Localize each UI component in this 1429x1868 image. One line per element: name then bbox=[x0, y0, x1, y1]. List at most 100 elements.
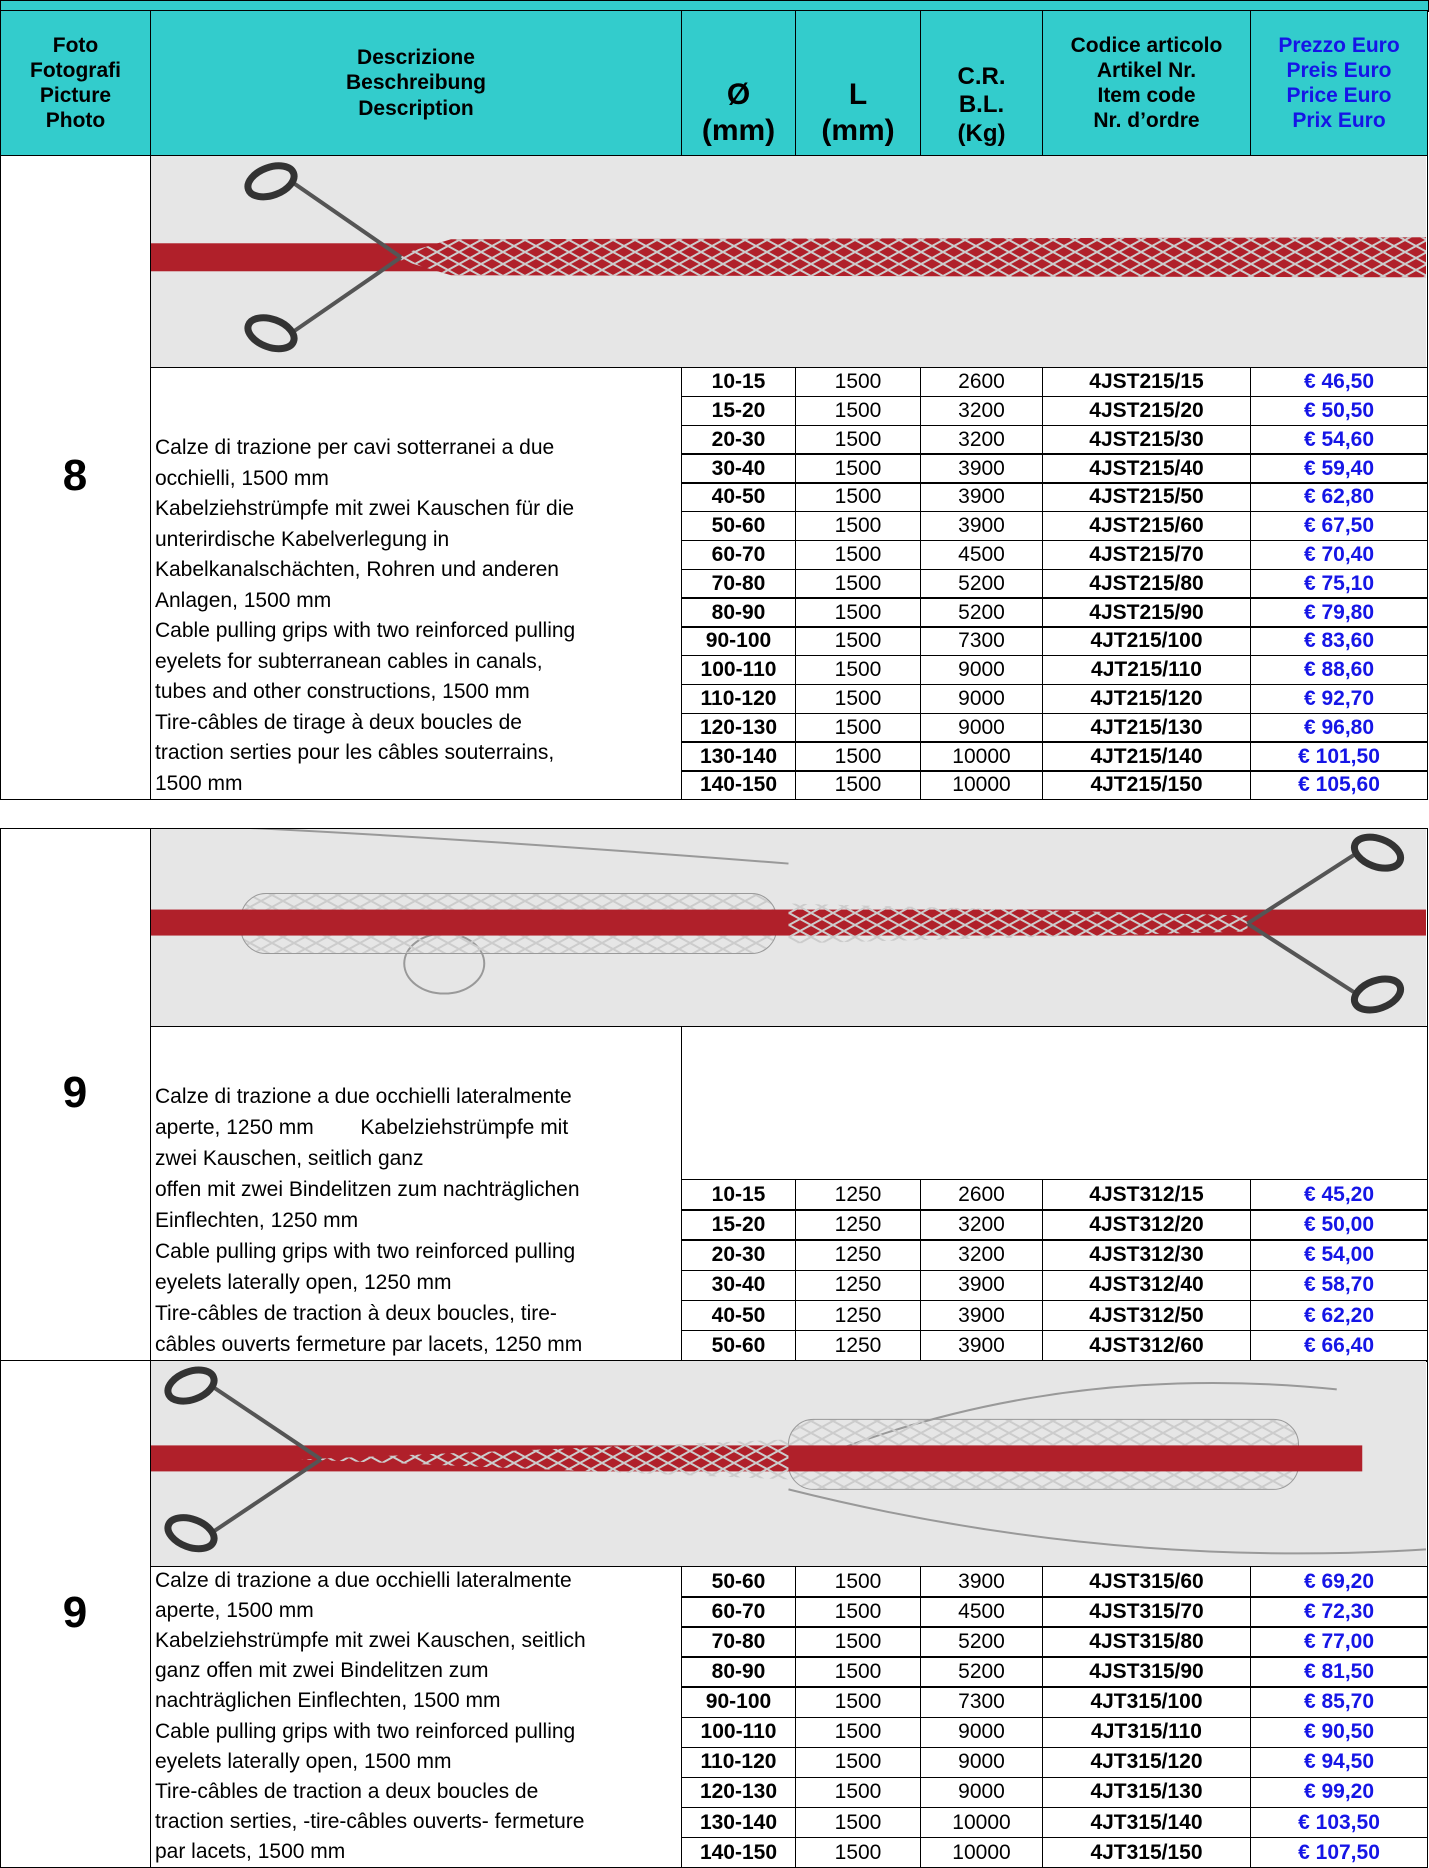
header-text: Descrizione bbox=[357, 46, 475, 70]
table-cell: € 45,20 bbox=[1250, 1179, 1428, 1211]
table-cell: 4JT315/130 bbox=[1042, 1776, 1251, 1809]
table-cell: € 50,50 bbox=[1250, 395, 1428, 427]
description-line: ganz offen mit zwei Bindelitzen zum bbox=[155, 1659, 489, 1683]
header-text: Preis Euro bbox=[1286, 58, 1392, 82]
header-text: Item code bbox=[1097, 84, 1196, 107]
table-cell: 4JST315/70 bbox=[1042, 1596, 1251, 1628]
header-text: Fotografi bbox=[30, 58, 121, 82]
table-cell: € 83,60 bbox=[1250, 626, 1428, 657]
table-cell: 9000 bbox=[920, 1716, 1043, 1749]
table-cell: € 101,50 bbox=[1250, 741, 1428, 772]
table-cell: 120-130 bbox=[681, 712, 796, 743]
table-cell: € 69,20 bbox=[1250, 1566, 1428, 1598]
description-line: eyelets laterally open, 1250 mm bbox=[155, 1271, 452, 1295]
table-cell: 10000 bbox=[920, 770, 1043, 801]
table-cell: 4500 bbox=[920, 1596, 1043, 1628]
header-cell: Descrizione Beschreibung Description bbox=[150, 10, 682, 156]
table-cell: € 103,50 bbox=[1250, 1806, 1428, 1839]
table-cell: 5200 bbox=[920, 568, 1043, 599]
table-cell: 1500 bbox=[795, 1776, 921, 1809]
table-cell: 9000 bbox=[920, 712, 1043, 743]
table-cell: 4JT315/140 bbox=[1042, 1806, 1251, 1839]
product-photo bbox=[151, 829, 1426, 1026]
table-cell: 4JT215/100 bbox=[1042, 626, 1251, 657]
table-cell: 3900 bbox=[920, 1566, 1043, 1598]
table-cell: 110-120 bbox=[681, 1746, 796, 1779]
table-cell: 4JST312/15 bbox=[1042, 1179, 1251, 1211]
table-cell: 140-150 bbox=[681, 1836, 796, 1868]
header-text: Ø bbox=[726, 78, 751, 111]
header-text: Artikel Nr. bbox=[1096, 58, 1197, 82]
table-cell: 1500 bbox=[795, 482, 921, 513]
table-cell: 3200 bbox=[920, 1239, 1043, 1272]
table-cell: 4JST215/90 bbox=[1042, 597, 1251, 628]
table-cell: 2600 bbox=[920, 1179, 1043, 1211]
header-cell: C.R. B.L. (Kg) bbox=[920, 10, 1043, 156]
table-cell: 80-90 bbox=[681, 597, 796, 628]
table-cell: € 66,40 bbox=[1250, 1330, 1428, 1362]
table-cell: 120-130 bbox=[681, 1776, 796, 1809]
table-cell: 140-150 bbox=[681, 770, 796, 801]
table-cell: 4500 bbox=[920, 539, 1043, 571]
table-cell: 1250 bbox=[795, 1269, 921, 1302]
table-cell: 5200 bbox=[920, 1656, 1043, 1688]
description-line: Cable pulling grips with two reinforced … bbox=[155, 1719, 576, 1743]
table-cell: 50-60 bbox=[681, 1566, 796, 1598]
table-cell: 1500 bbox=[795, 655, 921, 686]
table-cell: € 59,40 bbox=[1250, 453, 1428, 484]
header-cell: L (mm) bbox=[795, 10, 921, 156]
table-cell: 1500 bbox=[795, 367, 921, 398]
table-cell: 70-80 bbox=[681, 568, 796, 599]
table-cell: € 54,60 bbox=[1250, 424, 1428, 455]
product-photo bbox=[151, 1361, 1426, 1566]
table-cell: 60-70 bbox=[681, 539, 796, 571]
table-cell: 9000 bbox=[920, 683, 1043, 715]
description-line: Calze di trazione per cavi sotterranei a… bbox=[155, 436, 555, 459]
table-cell: € 85,70 bbox=[1250, 1686, 1428, 1718]
description-line: zwei Kauschen, seitlich ganz bbox=[155, 1147, 424, 1171]
table-cell: 1500 bbox=[795, 1716, 921, 1749]
table-cell: 20-30 bbox=[681, 1239, 796, 1272]
table-cell: 10-15 bbox=[681, 1179, 796, 1211]
table-cell: 80-90 bbox=[681, 1656, 796, 1688]
table-cell: 9000 bbox=[920, 655, 1043, 686]
table-cell: 100-110 bbox=[681, 655, 796, 686]
description-line: tubes and other constructions, 1500 mm bbox=[155, 680, 530, 703]
description-line: par lacets, 1500 mm bbox=[155, 1839, 346, 1863]
table-cell: 7300 bbox=[920, 1686, 1043, 1718]
description-line: Calze di trazione a due occhielli latera… bbox=[155, 1569, 572, 1592]
table-cell: 4JT215/150 bbox=[1042, 770, 1251, 801]
table-cell: € 79,80 bbox=[1250, 597, 1428, 628]
table-cell: € 50,00 bbox=[1250, 1209, 1428, 1241]
table-cell: € 62,20 bbox=[1250, 1299, 1428, 1332]
table-cell: 40-50 bbox=[681, 482, 796, 513]
table-cell: 4JST215/60 bbox=[1042, 511, 1251, 542]
table-cell: 3900 bbox=[920, 1330, 1043, 1362]
table-cell: 1500 bbox=[795, 1656, 921, 1688]
photo-cell bbox=[150, 1360, 1428, 1567]
table-cell: 1500 bbox=[795, 424, 921, 455]
table-cell: 4JST315/80 bbox=[1042, 1626, 1251, 1658]
description-line: unterirdische Kabelverlegung in bbox=[155, 527, 450, 551]
table-cell: 40-50 bbox=[681, 1299, 796, 1332]
table-cell: 130-140 bbox=[681, 1806, 796, 1839]
table-cell: 4JT215/140 bbox=[1042, 741, 1251, 772]
description-line: offen mit zwei Bindelitzen zum nachträgl… bbox=[155, 1178, 580, 1202]
table-cell: € 54,00 bbox=[1250, 1239, 1428, 1272]
table-cell: 3200 bbox=[920, 424, 1043, 455]
table-cell: 3200 bbox=[920, 395, 1043, 427]
description-line: traction serties pour les câbles souterr… bbox=[155, 741, 555, 764]
table-cell: 130-140 bbox=[681, 741, 796, 772]
table-cell: 4JST315/60 bbox=[1042, 1566, 1251, 1598]
table-cell: 1500 bbox=[795, 511, 921, 542]
description-line: eyelets for subterranean cables in canal… bbox=[155, 649, 543, 673]
table-cell: 1500 bbox=[795, 1596, 921, 1628]
header-cell: Ø (mm) bbox=[681, 10, 796, 156]
table-cell: 30-40 bbox=[681, 1269, 796, 1302]
table-cell: 1500 bbox=[795, 770, 921, 801]
table-cell: 10000 bbox=[920, 1836, 1043, 1868]
header-text: (Kg) bbox=[957, 120, 1006, 148]
table-cell: 3900 bbox=[920, 482, 1043, 513]
table-cell: 1250 bbox=[795, 1239, 921, 1272]
